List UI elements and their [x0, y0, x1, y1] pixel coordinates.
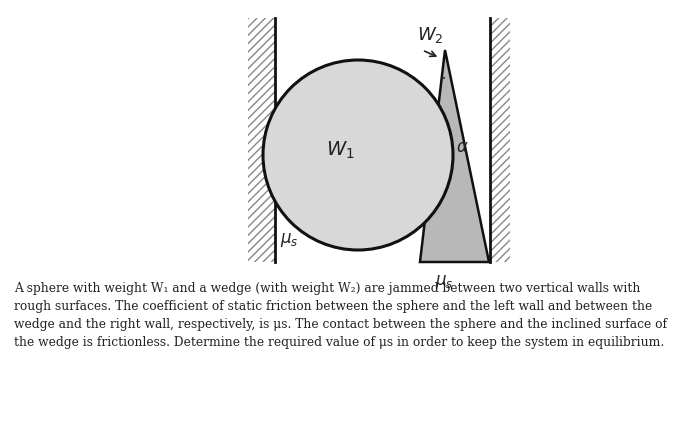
Bar: [490, 18, 510, 262]
Text: $\mu_s$: $\mu_s$: [280, 231, 299, 249]
Bar: [248, 18, 275, 262]
Text: A sphere with weight W₁ and a wedge (with weight W₂) are jammed between two vert: A sphere with weight W₁ and a wedge (wit…: [14, 282, 667, 348]
Text: $W_2$: $W_2$: [416, 25, 443, 45]
Text: $W_1$: $W_1$: [326, 139, 354, 161]
Text: $\mu_s$: $\mu_s$: [435, 273, 454, 291]
Circle shape: [263, 60, 453, 250]
Text: $\alpha$: $\alpha$: [456, 139, 468, 157]
Polygon shape: [420, 50, 489, 262]
